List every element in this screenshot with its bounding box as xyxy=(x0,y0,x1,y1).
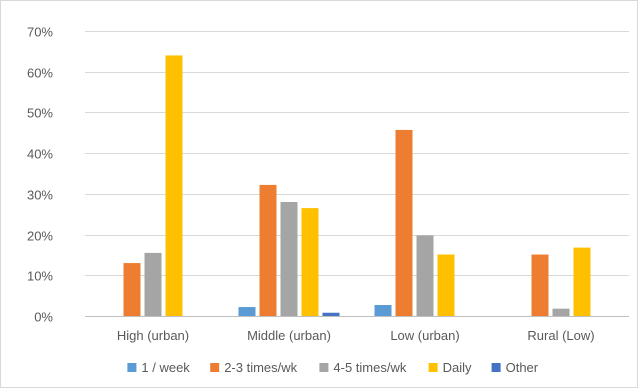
x-tick-label: Low (urban) xyxy=(390,328,459,343)
legend-swatch xyxy=(319,363,329,372)
bar-2-3-times-wk-rural-low- xyxy=(531,254,549,316)
legend-label: Other xyxy=(506,360,539,375)
bar-1-week-middle-urban- xyxy=(238,307,256,316)
x-axis: High (urban) Middle (urban) Low (urban) Rur… xyxy=(117,328,595,343)
y-tick-label: 40% xyxy=(27,147,53,162)
y-tick-label: 10% xyxy=(27,269,53,284)
y-tick-label: 60% xyxy=(27,66,53,81)
y-tick-label: 70% xyxy=(27,25,53,40)
bar-chart: 0% 10% 20% 30% 40% 50% 60% 70% High (urban) Midd… xyxy=(27,25,629,375)
bar-daily-high-urban- xyxy=(165,55,183,317)
legend-label: Daily xyxy=(443,360,472,375)
y-tick-label: 30% xyxy=(27,188,53,203)
legend-label: 1 / week xyxy=(141,360,190,375)
y-tick-label: 50% xyxy=(27,106,53,121)
bar-daily-rural-low- xyxy=(573,247,591,316)
bars xyxy=(123,55,591,317)
legend-swatch xyxy=(428,363,438,372)
bar-2-3-times-wk-middle-urban- xyxy=(259,184,277,316)
bar-4-5-times-wk-low-urban- xyxy=(416,235,434,316)
bar-other-middle-urban- xyxy=(322,312,340,316)
bar-4-5-times-wk-rural-low- xyxy=(552,308,570,316)
bar-2-3-times-wk-low-urban- xyxy=(395,129,413,316)
bar-4-5-times-wk-high-urban- xyxy=(144,252,162,316)
y-tick-label: 20% xyxy=(27,229,53,244)
legend-swatch xyxy=(210,363,220,372)
legend: 1 / week 2-3 times/wk 4-5 times/wk Daily Oth… xyxy=(127,360,539,375)
bar-daily-middle-urban- xyxy=(301,208,319,316)
y-axis: 0% 10% 20% 30% 40% 50% 60% 70% xyxy=(27,25,53,325)
bar-daily-low-urban- xyxy=(437,254,455,316)
legend-label: 2-3 times/wk xyxy=(224,360,297,375)
bar-2-3-times-wk-high-urban- xyxy=(123,263,141,316)
legend-swatch xyxy=(127,363,137,372)
bar-1-week-low-urban- xyxy=(374,305,392,316)
x-tick-label: Rural (Low) xyxy=(527,328,594,343)
legend-label: 4-5 times/wk xyxy=(333,360,406,375)
x-tick-label: Middle (urban) xyxy=(247,328,331,343)
legend-swatch xyxy=(491,363,501,372)
x-tick-label: High (urban) xyxy=(117,328,189,343)
y-tick-label: 0% xyxy=(34,310,53,325)
bar-4-5-times-wk-middle-urban- xyxy=(280,202,298,316)
